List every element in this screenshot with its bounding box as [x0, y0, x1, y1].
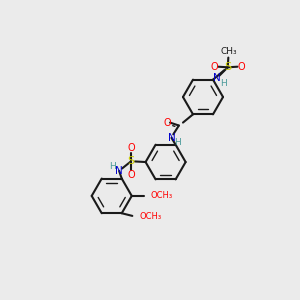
- Text: H: H: [220, 79, 226, 88]
- Text: O: O: [127, 170, 135, 180]
- Text: OCH₃: OCH₃: [151, 191, 173, 200]
- Text: O: O: [163, 118, 171, 128]
- Text: OCH₃: OCH₃: [140, 212, 161, 221]
- Text: S: S: [127, 157, 134, 166]
- Text: CH₃: CH₃: [220, 47, 237, 56]
- Text: N: N: [168, 133, 176, 143]
- Text: N: N: [115, 166, 123, 176]
- Text: O: O: [127, 143, 135, 153]
- Text: N: N: [213, 74, 220, 83]
- Text: O: O: [237, 62, 245, 72]
- Text: S: S: [224, 62, 231, 72]
- Text: O: O: [211, 62, 218, 72]
- Text: H: H: [175, 138, 181, 147]
- Text: H: H: [109, 162, 116, 171]
